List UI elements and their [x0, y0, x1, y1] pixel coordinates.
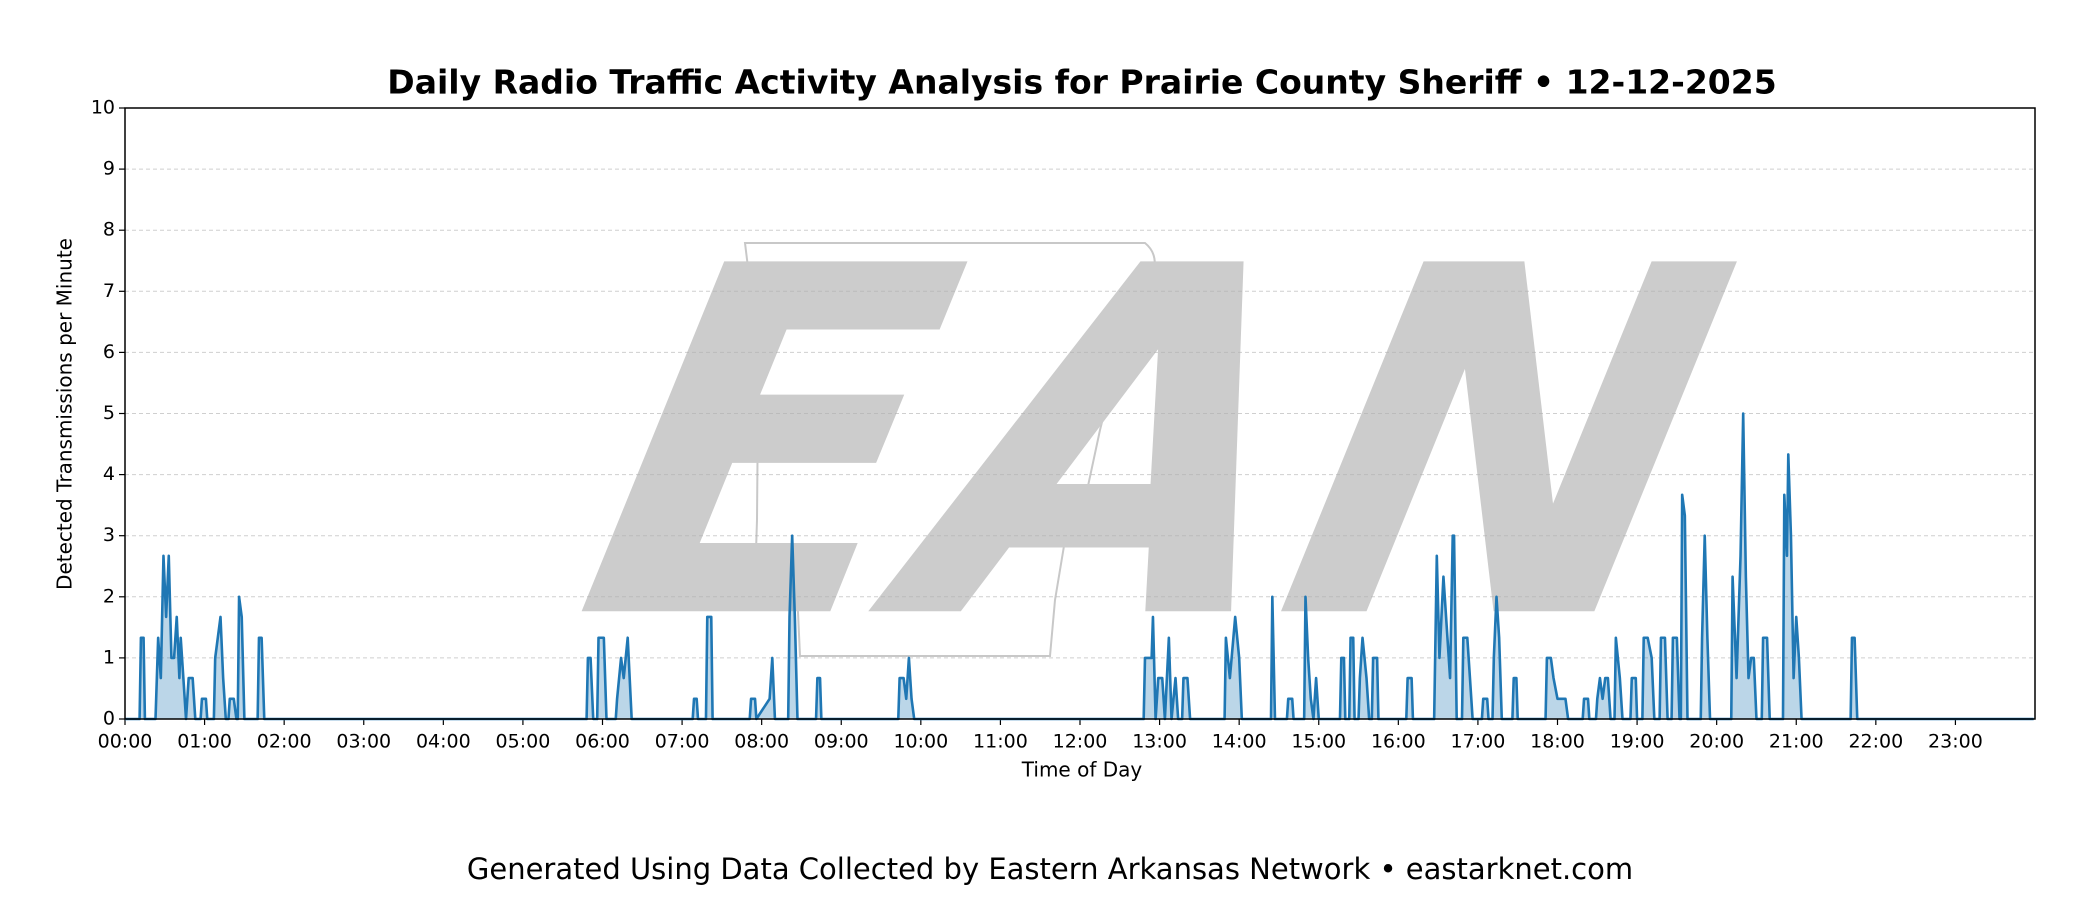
- x-tick-label: 16:00: [1371, 731, 1426, 753]
- x-tick-label: 18:00: [1530, 731, 1585, 753]
- x-tick-label: 21:00: [1769, 731, 1824, 753]
- x-tick-label: 22:00: [1848, 731, 1903, 753]
- y-tick-label: 0: [103, 708, 115, 730]
- y-tick-label: 5: [103, 402, 115, 424]
- x-tick-label: 02:00: [257, 731, 312, 753]
- x-tick-label: 12:00: [1053, 731, 1108, 753]
- x-tick-label: 04:00: [416, 731, 471, 753]
- y-tick-label: 8: [103, 219, 115, 241]
- x-tick-label: 10:00: [893, 731, 948, 753]
- footer: Generated Using Data Collected by Easter…: [467, 852, 1633, 886]
- x-tick-label: 11:00: [973, 731, 1028, 753]
- state-outline: [743, 242, 1156, 657]
- y-axis-label: Detected Transmissions per Minute: [53, 238, 77, 590]
- x-tick-label: 23:00: [1928, 731, 1983, 753]
- axes-frame: [124, 107, 2036, 720]
- x-tick-label: 20:00: [1689, 731, 1744, 753]
- x-tick-label: 03:00: [336, 731, 391, 753]
- y-tick-label: 6: [103, 341, 115, 363]
- x-tick-label: 19:00: [1610, 731, 1665, 753]
- x-axis-label: Time of Day: [1021, 758, 1143, 782]
- watermark: EAN: [547, 166, 1767, 725]
- y-tick-label: 7: [103, 280, 115, 302]
- chart-title: Daily Radio Traffic Activity Analysis fo…: [387, 63, 1776, 102]
- x-tick-label: 00:00: [98, 731, 153, 753]
- watermark-text: EAN: [547, 166, 1767, 725]
- y-tick-label: 1: [103, 646, 115, 668]
- y-tick-label: 9: [103, 158, 115, 180]
- x-tick-label: 15:00: [1291, 731, 1346, 753]
- x-tick-label: 01:00: [177, 731, 232, 753]
- y-tick-label: 10: [91, 97, 115, 119]
- x-tick-label: 05:00: [496, 731, 551, 753]
- y-tick-label: 4: [103, 463, 115, 485]
- x-tick-label: 07:00: [655, 731, 710, 753]
- area-fill: [125, 413, 2034, 719]
- x-tick-label: 14:00: [1212, 731, 1267, 753]
- y-tick-label: 2: [103, 585, 115, 607]
- x-tick-label: 06:00: [575, 731, 630, 753]
- x-tick-label: 13:00: [1132, 731, 1187, 753]
- x-tick-label: 17:00: [1451, 731, 1506, 753]
- x-tick-label: 08:00: [734, 731, 789, 753]
- y-tick-label: 3: [103, 524, 115, 546]
- x-tick-label: 09:00: [814, 731, 869, 753]
